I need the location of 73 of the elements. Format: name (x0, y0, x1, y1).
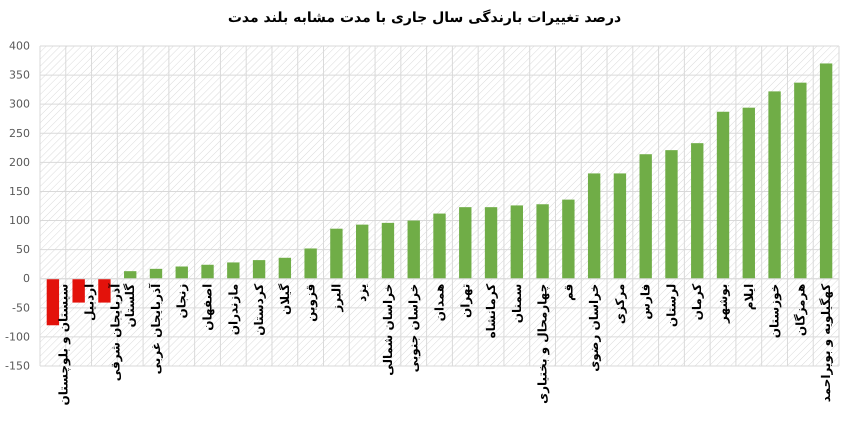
x-tick-label: آذربایجان شرقی (107, 282, 122, 382)
chart-title: درصد تغییرات بارندگی سال جاری با مدت مشابه بلند مدت (228, 9, 622, 26)
bar (433, 214, 446, 279)
x-tick-label: مازندران (226, 284, 240, 336)
bar (562, 200, 575, 279)
x-tick-label: بوشهر (716, 284, 730, 324)
x-tick-label: خراسان رضوی (587, 284, 602, 372)
bar (640, 154, 652, 279)
bar (72, 278, 85, 303)
x-tick-label: خراسان شمالی (380, 284, 395, 376)
bar (768, 91, 781, 279)
x-tick-label: البرز (329, 284, 344, 313)
y-tick-label: -100 (5, 330, 30, 344)
bar (794, 82, 807, 279)
bar (382, 222, 394, 279)
x-tick-label: زنجان (174, 284, 189, 319)
x-tick-label: خراسان جنوبی (406, 284, 421, 372)
x-tick-label: کرمان (690, 284, 704, 320)
y-tick-label: 300 (9, 98, 30, 111)
bar (820, 63, 832, 279)
bar (459, 207, 472, 279)
bar (201, 264, 214, 279)
x-tick-label: کرمانشاه (484, 284, 498, 338)
x-tick-label: کردستان (252, 284, 266, 336)
x-tick-label: لرستان (664, 284, 678, 328)
bar (252, 260, 266, 279)
y-tick-label: 50 (16, 243, 30, 256)
bar (356, 224, 368, 279)
bar (484, 207, 498, 279)
y-tick-label: 100 (9, 214, 30, 228)
x-tick-label: همدان (432, 284, 446, 322)
x-tick-label: آذربایجان غربی (148, 282, 163, 374)
bar (614, 173, 626, 279)
x-tick-label: خوزستان (768, 284, 782, 338)
bar (588, 173, 600, 279)
bar (408, 220, 420, 279)
x-tick-label: سمنان (510, 284, 524, 324)
bar (227, 262, 240, 279)
y-tick-label: 350 (9, 68, 30, 82)
y-tick-label: 200 (9, 156, 30, 169)
x-tick-label: قم (561, 284, 576, 302)
bar (691, 143, 704, 279)
x-tick-label: تهران (458, 284, 472, 318)
x-tick-label: فارس (638, 284, 653, 320)
y-tick-label: -50 (12, 301, 30, 314)
x-tick-label: اردبیل (82, 284, 96, 322)
x-tick-label: سیستان و بلوچستان (56, 284, 71, 406)
x-tick-label: گلستان (123, 284, 138, 328)
bar (304, 248, 317, 279)
bar (330, 228, 343, 279)
bar (510, 205, 524, 279)
bar (124, 271, 136, 279)
x-tick-label: ایلام (742, 284, 756, 310)
x-tick-label: یزد (355, 284, 370, 302)
y-tick-label: 400 (9, 40, 30, 52)
bar (716, 112, 730, 279)
y-tick-label: 0 (23, 272, 30, 286)
bar (742, 108, 755, 279)
bar (536, 204, 549, 279)
bar (665, 150, 678, 279)
y-tick-label: 250 (9, 126, 30, 140)
x-tick-label: مرکزی (612, 284, 627, 324)
x-tick-label: هرمزگان (793, 284, 808, 336)
x-tick-label: گیلان (278, 284, 292, 315)
x-tick-label: چهارمحال و بختیاری (536, 284, 550, 404)
x-tick-label: قزوین (304, 284, 318, 322)
bar (46, 278, 60, 326)
bar (278, 258, 292, 279)
y-tick-label: -150 (5, 360, 30, 372)
y-tick-label: 150 (9, 184, 30, 198)
x-tick-label: اصفهان (200, 284, 215, 331)
bar (176, 266, 188, 279)
x-tick-label: کهگیلویه و بویراحمد (819, 284, 834, 402)
